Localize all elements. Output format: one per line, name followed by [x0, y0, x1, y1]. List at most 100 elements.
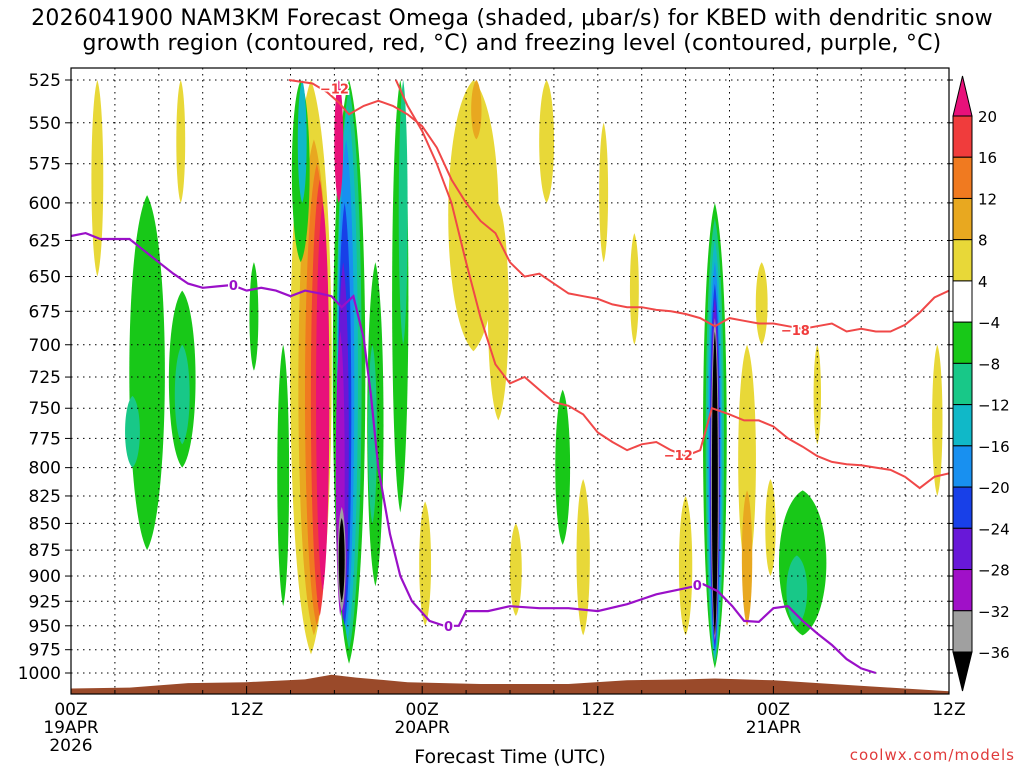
omega-cell-1 — [129, 195, 165, 551]
colorbar-label-9: −20 — [978, 479, 1010, 497]
omega-cell-46 — [738, 344, 756, 577]
colorbar-band-7 — [952, 362, 973, 406]
y-tick-label-775: 775 — [29, 429, 61, 449]
y-tick-label-975: 975 — [29, 641, 61, 661]
freezing-level-contour — [71, 231, 877, 675]
colorbar-band-13 — [952, 610, 973, 653]
colorbar-band-4 — [952, 239, 973, 282]
colorbar-label-4: 4 — [978, 273, 988, 291]
colorbar-band-9 — [952, 445, 973, 488]
colorbar-label-2: 12 — [978, 190, 997, 208]
omega-cell-32 — [629, 233, 639, 345]
y-tick-label-625: 625 — [29, 231, 61, 251]
omega-cell-21 — [334, 80, 344, 203]
y-tick-label-900: 900 — [29, 567, 61, 587]
x-tick-label-2: 00Z — [406, 700, 439, 720]
chart-title: 2026041900 NAM3KM Forecast Omega (shaded… — [0, 6, 1024, 56]
temperature-contours — [71, 79, 949, 675]
x-tick-label-5: 12Z — [932, 700, 965, 720]
y-tick-label-700: 700 — [29, 336, 61, 356]
y-tick-label-1000: 1000 — [18, 664, 61, 684]
x-tick-year-0: 2026 — [49, 736, 92, 756]
omega-cell-3 — [174, 344, 190, 445]
omega-cell-36 — [555, 389, 571, 545]
y-tick-label-850: 850 — [29, 514, 61, 534]
contour-label-2: −12 — [664, 449, 693, 464]
colorbar-band-10 — [952, 486, 973, 529]
colorbar: 20 16 12 8 4 −4 −8 −12 −16 −20 −24 −28 −32 −36 — [952, 75, 1010, 692]
omega-cell-26 — [277, 344, 290, 607]
omega-cell-25 — [398, 80, 408, 345]
omega-cell-30 — [419, 501, 432, 626]
terrain-fill — [71, 674, 949, 694]
y-tick-label-825: 825 — [29, 487, 61, 507]
y-tick-label-525: 525 — [29, 71, 61, 91]
colorbar-band-12 — [952, 569, 973, 612]
colorbar-label-12: −32 — [978, 603, 1010, 621]
contour-label-0: −12 — [320, 83, 349, 98]
omega-cell-9 — [316, 202, 330, 592]
omega-cell-47 — [741, 490, 753, 626]
omega-cell-11 — [297, 80, 307, 203]
y-tick-label-650: 650 — [29, 268, 61, 288]
omega-cell-33 — [576, 479, 590, 636]
omega-cell-34 — [509, 523, 522, 617]
colorbar-label-5: −4 — [978, 314, 1000, 332]
y-tick-label-800: 800 — [29, 459, 61, 479]
omega-cell-49 — [765, 479, 776, 577]
colorbar-label-11: −28 — [978, 562, 1010, 580]
omega-cell-4 — [125, 395, 140, 468]
dgz-contour-1 — [394, 79, 949, 490]
colorbar-band-5 — [952, 280, 973, 323]
title-line-1: 2026041900 NAM3KM Forecast Omega (shaded… — [31, 6, 993, 31]
colorbar-band-6 — [952, 321, 973, 364]
colorbar-label-13: −36 — [978, 644, 1010, 662]
omega-cell-20 — [338, 518, 345, 602]
colorbar-label-8: −16 — [978, 438, 1010, 456]
contour-label-3: 0 — [229, 279, 238, 294]
colorbar-band-3 — [952, 197, 973, 241]
omega-cell-31 — [539, 80, 554, 203]
omega-cell-52 — [813, 344, 822, 445]
x-tick-label-3: 12Z — [581, 700, 614, 720]
colorbar-band-8 — [952, 404, 973, 447]
contour-label-4: 0 — [444, 620, 453, 635]
colorbar-label-0: 20 — [978, 108, 997, 126]
omega-cell-27 — [448, 80, 499, 352]
y-tick-label-550: 550 — [29, 114, 61, 134]
colorbar-top-arrow — [952, 75, 973, 117]
grid-lines — [71, 68, 949, 694]
colorbar-bottom-arrow — [952, 651, 973, 692]
contour-label-1: −18 — [781, 324, 810, 339]
colorbar-band-11 — [952, 527, 973, 571]
x-tick-label-0: 00Z — [54, 700, 87, 720]
credit-text: coolwx.com/models — [850, 746, 1015, 764]
colorbar-label-3: 8 — [978, 232, 988, 250]
x-tick-label-1: 12Z — [230, 700, 263, 720]
colorbar-label-10: −24 — [978, 520, 1010, 538]
omega-shading — [91, 80, 943, 669]
colorbar-band-2 — [952, 156, 973, 199]
omega-cell-44 — [711, 331, 718, 636]
omega-cell-0 — [91, 80, 104, 277]
contour-labels: −12 −18 −12 0 0 0 — [227, 81, 811, 636]
colorbar-label-1: 16 — [978, 149, 997, 167]
dgz-contour-0 — [288, 79, 949, 333]
terrain-surface — [71, 674, 949, 694]
omega-cell-54 — [176, 80, 186, 203]
x-tick-date-0: 19APR — [43, 718, 99, 738]
y-tick-label-575: 575 — [29, 155, 61, 175]
omega-cell-45 — [678, 495, 693, 636]
omega-cell-29 — [471, 80, 482, 140]
y-axis: 525 550 575 600 625 650 675 700 725 750 775 800 825 8… — [18, 71, 953, 684]
y-tick-label-600: 600 — [29, 194, 61, 214]
y-tick-label-925: 925 — [29, 592, 61, 612]
x-tick-date-4: 21APR — [746, 718, 802, 738]
x-axis-title: Forecast Time (UTC) — [414, 746, 605, 768]
y-tick-label-675: 675 — [29, 302, 61, 322]
omega-cell-51 — [786, 555, 808, 626]
x-tick-label-4: 00Z — [757, 700, 790, 720]
contour-label-5: 0 — [693, 579, 702, 594]
